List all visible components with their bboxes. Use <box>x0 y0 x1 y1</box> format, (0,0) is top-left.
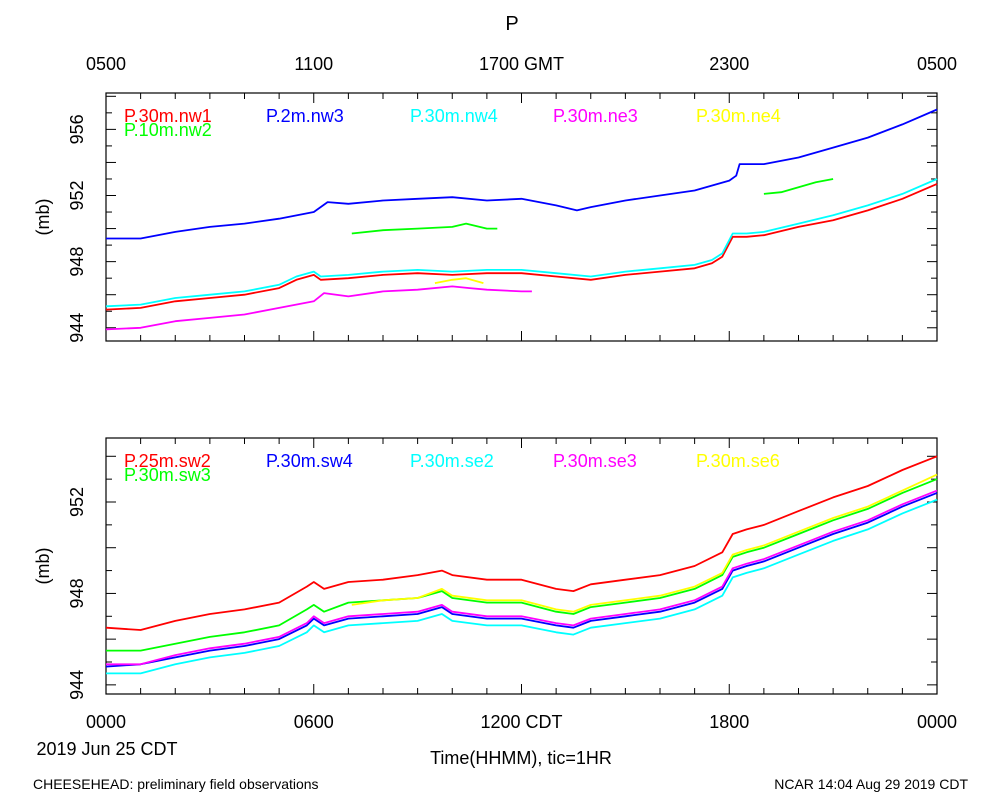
y-tick-label: 944 <box>67 313 87 343</box>
bottom-panel: 944 948 952 (mb) P.25m.sw2 P.30m.sw4 P.30m.se2… <box>33 437 957 732</box>
x-tick-label: 1200 CDT <box>480 712 562 732</box>
x-tick-label-gmt: 1700 GMT <box>479 54 564 74</box>
y-tick-label: 956 <box>67 114 87 144</box>
legend-entry: P.30m.sw4 <box>266 451 353 471</box>
series-line <box>351 222 498 235</box>
series-line <box>105 455 938 631</box>
legend-entry: P.30m.se6 <box>696 451 780 471</box>
x-axis-label: Time(HHMM), tic=1HR <box>430 748 612 768</box>
x-tick-label: 0600 <box>294 712 334 732</box>
legend-entry: P.30m.sw3 <box>124 465 211 485</box>
y-tick-label: 952 <box>67 487 87 517</box>
legend-entry: P.30m.ne4 <box>696 106 781 126</box>
x-tick-label-gmt: 2300 <box>709 54 749 74</box>
series-line <box>106 489 938 666</box>
y-tick-label: 948 <box>67 247 87 277</box>
series-line <box>106 498 938 675</box>
date-label: 2019 Jun 25 CDT <box>36 739 177 759</box>
legend-entry: P.30m.se3 <box>553 451 637 471</box>
series-line <box>763 178 834 195</box>
x-tick-label-gmt: 0500 <box>917 54 957 74</box>
plot-frame <box>105 92 938 342</box>
series-line <box>351 473 938 613</box>
x-tick-label: 0000 <box>86 712 126 732</box>
series-line <box>434 277 484 284</box>
series-line <box>105 492 938 668</box>
y-axis-label: (mb) <box>33 548 53 585</box>
x-tick-label: 0000 <box>917 712 957 732</box>
chart-title: P <box>505 13 518 35</box>
legend-entry: P.30m.ne3 <box>553 106 638 126</box>
y-tick-label: 944 <box>67 670 87 700</box>
x-tick-label-gmt: 0500 <box>86 54 126 74</box>
legend-entry: P.25m.sw2 <box>124 451 211 471</box>
series-line <box>105 285 532 331</box>
footer-left: CHEESEHEAD: preliminary field observatio… <box>33 776 319 792</box>
legend-entry: P.30m.se2 <box>410 451 494 471</box>
footer-right: NCAR 14:04 Aug 29 2019 CDT <box>774 776 968 792</box>
x-tick-label-gmt: 1100 <box>294 54 333 74</box>
series-line <box>105 178 938 308</box>
top-panel: 944 948 952 956 (mb) P.30m.nw1 P.2m.nw3 P.30m.n… <box>33 92 938 343</box>
top-gmt-axis-labels: 0500 1100 1700 GMT 2300 0500 <box>86 54 957 74</box>
y-tick-label: 952 <box>67 180 87 210</box>
legend-entry: P.10m.nw2 <box>124 120 212 140</box>
series-line <box>106 108 938 240</box>
y-tick-label: 948 <box>67 578 87 608</box>
legend-entry: P.30m.nw4 <box>410 106 498 126</box>
x-tick-label: 1800 <box>709 712 749 732</box>
legend-entry: P.2m.nw3 <box>266 106 344 126</box>
series-line <box>106 478 938 652</box>
legend-entry: P.30m.nw1 <box>124 106 212 126</box>
series-line <box>105 183 938 311</box>
y-axis-label: (mb) <box>33 199 53 236</box>
